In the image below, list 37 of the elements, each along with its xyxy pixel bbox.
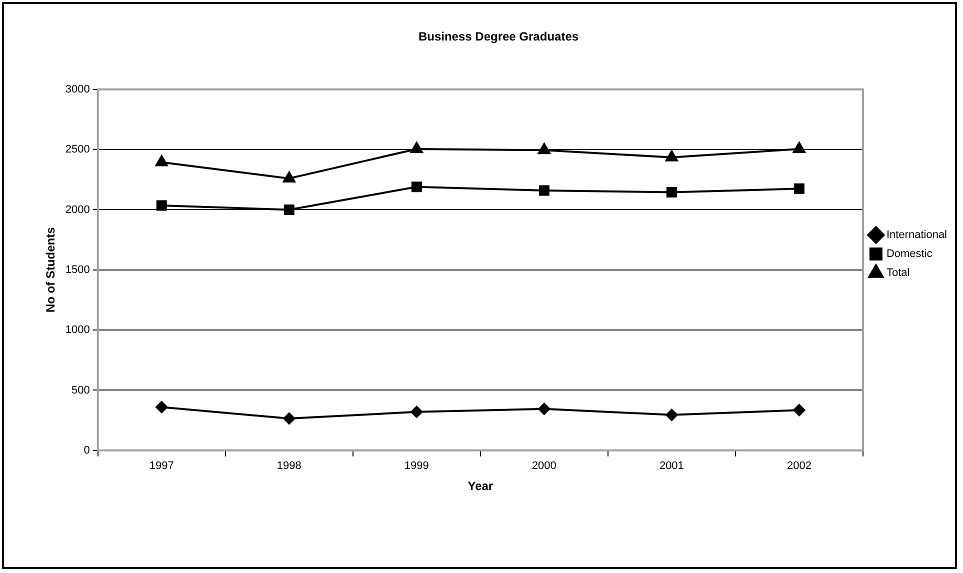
y-tick-label: 3000 [65,83,90,96]
point [284,204,294,215]
legend-label: International [886,229,948,242]
point [793,404,806,416]
point [793,142,806,153]
point [666,408,678,421]
y-tick-label: 500 [72,384,90,396]
y-tick-label: 0 [84,444,90,456]
y-tick-label: 2000 [65,204,90,216]
x-tick-label: 2001 [659,460,684,472]
chart-title: Business Degree Graduates [418,30,579,44]
point [538,402,550,415]
y-tick-label: 2500 [65,144,90,156]
y-axis-title: No of Students [44,226,58,313]
point [666,187,677,198]
legend-label: Domestic [886,248,933,260]
point [156,401,168,414]
point [538,185,550,196]
y-tick-label: 1000 [65,324,90,336]
x-axis-title: Year [468,479,494,494]
x-tick-label: 1998 [276,460,302,472]
point [411,182,422,192]
point [538,143,550,154]
point [410,406,423,418]
point [156,200,167,211]
point [665,150,678,162]
point [155,155,168,166]
x-tick-label: 1997 [149,460,174,472]
x-tick-label: 1999 [404,460,429,472]
point [410,142,423,153]
legend-label: Total [886,267,910,280]
x-tick-label: 2000 [532,460,556,472]
point [794,183,804,194]
point [282,171,296,182]
point [283,412,296,425]
y-tick-label: 1500 [65,264,90,276]
x-tick-label: 2002 [786,460,812,472]
